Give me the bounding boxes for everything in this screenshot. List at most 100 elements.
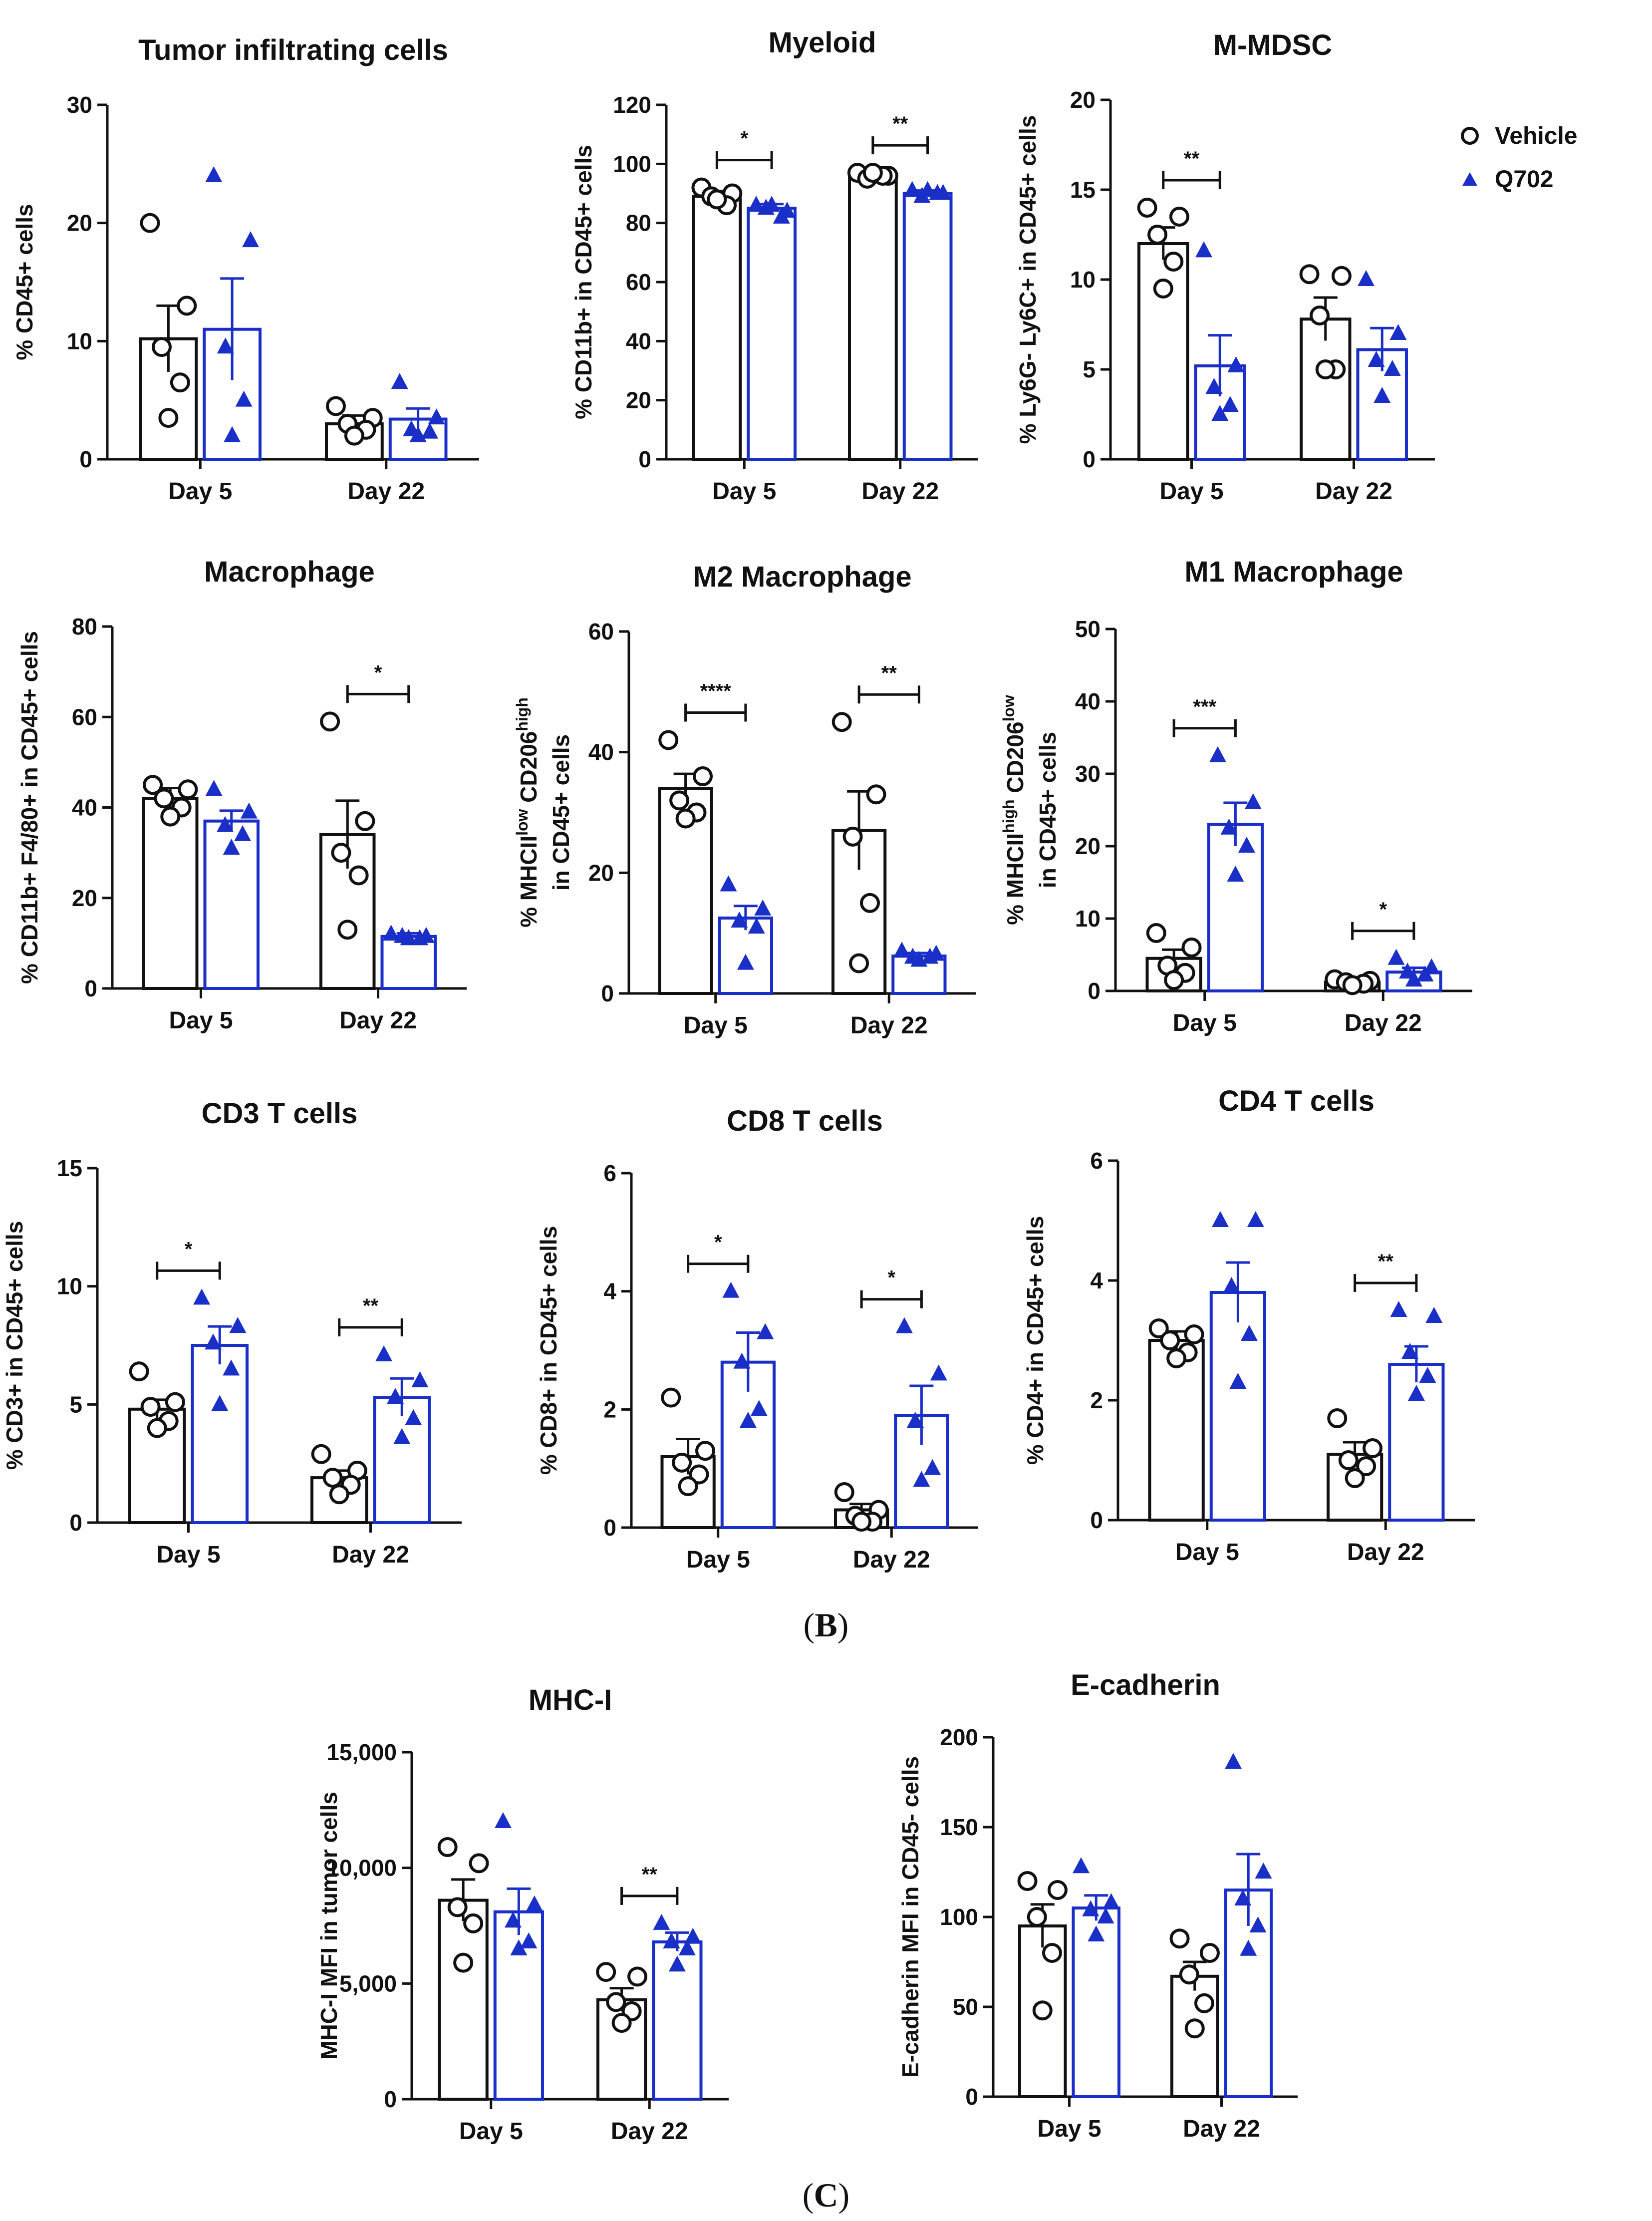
q702-data-point bbox=[1088, 1925, 1105, 1941]
vehicle-data-point bbox=[325, 396, 346, 416]
vehicle-data-point bbox=[1027, 1907, 1047, 1927]
y-tick-label: 4 bbox=[1090, 1268, 1103, 1293]
vehicle-data-point bbox=[1327, 1408, 1348, 1428]
q702-data-point bbox=[1399, 962, 1416, 979]
y-tick-label: 10 bbox=[67, 328, 92, 354]
significance-label: * bbox=[185, 1238, 193, 1260]
q702-data-point bbox=[773, 207, 790, 224]
q702-data-point bbox=[1244, 793, 1262, 809]
vehicle-data-point bbox=[177, 296, 197, 316]
legend-q702-label: Q702 bbox=[1495, 166, 1553, 193]
y-axis-label: % MHCIIlow CD206high bbox=[513, 697, 542, 928]
vehicle-data-point bbox=[1331, 266, 1352, 286]
y-axis-label-superscript: high bbox=[1000, 799, 1018, 833]
chart-panel-9: CD4 T cells 0 2 4 6 Day 5 Day 22 ** % CD4+ in CD… bbox=[1022, 1085, 1475, 1566]
q702-data-point bbox=[684, 1927, 702, 1944]
y-tick-label: 0 bbox=[69, 1510, 82, 1536]
y-tick-label: 15,000 bbox=[326, 1739, 397, 1765]
vehicle-data-point bbox=[1148, 1318, 1169, 1338]
x-category-label: Day 22 bbox=[332, 1542, 409, 1568]
vehicle-data-point bbox=[1181, 938, 1202, 957]
y-axis-label: % CD4+ in CD45+ cells bbox=[1022, 1216, 1048, 1465]
q702-data-point bbox=[1195, 241, 1213, 258]
q702-data-point bbox=[720, 875, 737, 892]
vehicle-data-point bbox=[1363, 1438, 1383, 1458]
vehicle-data-point bbox=[178, 779, 198, 800]
y-tick-label: 120 bbox=[613, 92, 651, 118]
vehicle-data-point bbox=[1166, 1348, 1187, 1368]
x-category-label: Day 5 bbox=[156, 1542, 220, 1568]
q702-data-point bbox=[391, 373, 408, 389]
q702-data-point bbox=[217, 337, 234, 354]
vehicle-data-point bbox=[1184, 1324, 1204, 1344]
q702-data-point bbox=[428, 408, 445, 425]
q702-data-point bbox=[405, 1409, 422, 1425]
significance-label: ** bbox=[892, 113, 908, 135]
y-tick-label: 6 bbox=[1090, 1148, 1103, 1174]
vehicle-data-point bbox=[1184, 2018, 1205, 2039]
chart-panel-3: M-MDSC 0 5 10 15 20 Day 5 Day 22 ** % Ly6G- Ly6C+… bbox=[1015, 29, 1435, 505]
vehicle-data-point bbox=[669, 790, 690, 811]
q702-data-point bbox=[375, 1345, 393, 1361]
x-category-label: Day 22 bbox=[1183, 2116, 1260, 2142]
x-category-label: Day 5 bbox=[1173, 1010, 1237, 1036]
q702-data-point bbox=[763, 196, 781, 212]
vehicle-data-point bbox=[1160, 1330, 1180, 1350]
q702-data-point bbox=[1374, 387, 1391, 403]
y-axis-label: % CD11b+ in CD45+ cells bbox=[570, 145, 596, 419]
vehicle-data-point bbox=[344, 425, 364, 446]
y-tick-label: 10,000 bbox=[326, 1855, 397, 1881]
vehicle-data-point bbox=[678, 1476, 698, 1497]
vehicle-data-point bbox=[1345, 1468, 1365, 1488]
y-axis-label-line2: in CD45+ cells bbox=[1035, 732, 1061, 888]
y-tick-label: 10 bbox=[1075, 906, 1101, 932]
y-tick-label: 100 bbox=[940, 1904, 978, 1930]
q702-data-point bbox=[411, 1371, 429, 1387]
q702-data-point bbox=[748, 918, 765, 934]
y-tick-label: 20 bbox=[67, 210, 92, 236]
vehicle-data-point bbox=[707, 189, 727, 210]
y-tick-label: 30 bbox=[1075, 761, 1101, 787]
x-category-label: Day 22 bbox=[611, 2118, 688, 2145]
y-tick-label: 20 bbox=[626, 387, 651, 413]
q702-data-point bbox=[240, 802, 258, 819]
y-tick-label: 2 bbox=[603, 1396, 616, 1422]
q702-data-point bbox=[205, 166, 223, 182]
vehicle-data-point bbox=[851, 1512, 872, 1532]
vehicle-data-point bbox=[834, 1482, 854, 1502]
q702-data-point bbox=[757, 1323, 774, 1339]
q702-data-point bbox=[494, 1812, 512, 1828]
vehicle-data-point bbox=[1164, 970, 1184, 990]
y-tick-label: 60 bbox=[72, 704, 97, 730]
x-category-label: Day 22 bbox=[1345, 1010, 1422, 1036]
y-tick-label: 5 bbox=[1083, 356, 1096, 382]
vehicle-data-point bbox=[348, 865, 369, 886]
y-axis-label-line2: in CD45+ cells bbox=[548, 734, 574, 891]
q702-data-point bbox=[1255, 1863, 1272, 1879]
significance-label: * bbox=[740, 128, 748, 150]
significance-label: ** bbox=[363, 1295, 379, 1317]
q702-data-point bbox=[211, 1395, 229, 1411]
q702-data-point bbox=[1247, 1211, 1264, 1227]
vehicle-data-point bbox=[1315, 359, 1336, 379]
vehicle-data-point bbox=[322, 1468, 343, 1488]
significance-label: **** bbox=[700, 680, 732, 702]
q702-data-point bbox=[205, 780, 223, 796]
y-tick-label: 40 bbox=[72, 795, 97, 821]
vehicle-data-point bbox=[453, 1952, 474, 1973]
vehicle-data-point bbox=[158, 408, 179, 428]
chart-title: Macrophage bbox=[204, 556, 375, 588]
q702-data-point bbox=[382, 925, 400, 941]
x-category-label: Day 22 bbox=[339, 1007, 417, 1034]
y-axis-label-superscript: low bbox=[1000, 695, 1018, 721]
x-category-label: Day 5 bbox=[1037, 2116, 1101, 2142]
q702-data-point bbox=[1102, 1893, 1120, 1909]
vehicle-data-point bbox=[866, 784, 886, 805]
y-axis-label-part: % MHCII bbox=[516, 836, 542, 928]
y-tick-label: 40 bbox=[626, 328, 651, 354]
y-tick-label: 0 bbox=[1088, 978, 1101, 1004]
vehicle-data-point bbox=[1032, 2000, 1053, 2021]
